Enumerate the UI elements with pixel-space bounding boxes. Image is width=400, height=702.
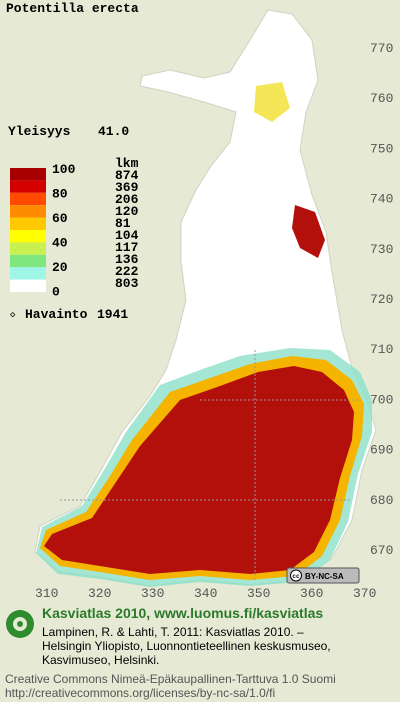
northing-label: 760 (370, 91, 393, 106)
scale-label: 40 (52, 236, 68, 251)
easting-label: 350 (247, 586, 270, 601)
northing-label: 720 (370, 292, 393, 307)
species-title: Potentilla erecta (6, 1, 139, 16)
count-value: 222 (115, 264, 139, 279)
observation-year: 1941 (97, 307, 128, 322)
citation-line: Kasvimuseo, Helsinki. (42, 653, 159, 667)
legend-swatch (10, 267, 46, 280)
legend-swatch (10, 242, 46, 255)
license-line: Creative Commons Nimeä-Epäkaupallinen-Ta… (5, 672, 336, 686)
observation-marker: ◇ (10, 310, 16, 320)
cc-icon (290, 569, 302, 582)
legend-swatch (10, 279, 46, 292)
count-value: 803 (115, 276, 139, 291)
easting-label: 330 (141, 586, 164, 601)
easting-label: 360 (300, 586, 323, 601)
count-value: 369 (115, 180, 139, 195)
frequency-north-cluster (254, 82, 290, 122)
legend-swatch (10, 205, 46, 218)
count-header: lkm (115, 156, 139, 171)
northing-label: 690 (370, 443, 393, 458)
count-value: 117 (115, 240, 138, 255)
northing-label: 670 (370, 543, 393, 558)
easting-label: 320 (88, 586, 111, 601)
count-value: 120 (115, 204, 139, 219)
easting-label: 310 (35, 586, 58, 601)
observation-label: Havainto (25, 307, 88, 322)
northing-label: 700 (370, 392, 393, 407)
northing-label: 770 (370, 41, 393, 56)
scale-label: 20 (52, 260, 68, 275)
legend-swatch (10, 254, 46, 268)
northing-label: 680 (370, 493, 393, 508)
grid-lines (60, 350, 360, 580)
scale-label: 80 (52, 187, 68, 202)
count-value: 104 (115, 228, 139, 243)
scale-label: 100 (52, 162, 76, 177)
count-value: 81 (115, 216, 131, 231)
logo (6, 610, 34, 638)
northing-label: 710 (370, 342, 393, 357)
badge-icon-text: cc (292, 573, 300, 580)
scale-label: 60 (52, 211, 68, 226)
count-value: 874 (115, 168, 139, 183)
citation-line: Helsingin Yliopisto, Luonnontieteellinen… (42, 639, 331, 653)
legend-swatch (10, 217, 46, 230)
northing-label: 750 (370, 141, 393, 156)
easting-label: 340 (194, 586, 217, 601)
northing-label: 730 (370, 242, 393, 257)
frequency-label: Yleisyys (8, 124, 71, 139)
frequency-east-cluster (292, 205, 325, 258)
scale-label: 0 (52, 285, 60, 300)
easting-label: 370 (353, 586, 376, 601)
legend-swatch (10, 192, 46, 206)
license-badge (286, 567, 360, 584)
legend-swatch (10, 168, 46, 181)
frequency-value: 41.0 (98, 124, 129, 139)
legend-color-scale (10, 168, 46, 292)
citation-line: Lampinen, R. & Lahti, T. 2011: Kasviatla… (42, 625, 304, 639)
legend-swatch (10, 230, 46, 243)
count-value: 206 (115, 192, 139, 207)
northing-label: 740 (370, 192, 393, 207)
badge-text: BY-NC-SA (305, 572, 344, 581)
count-value: 136 (115, 252, 139, 267)
license-line: http://creativecommons.org/licenses/by-n… (5, 686, 275, 700)
legend-swatch (10, 180, 46, 193)
frequency-core (44, 366, 354, 574)
footer-heading: Kasviatlas 2010, www.luomus.fi/kasviatla… (42, 605, 323, 621)
